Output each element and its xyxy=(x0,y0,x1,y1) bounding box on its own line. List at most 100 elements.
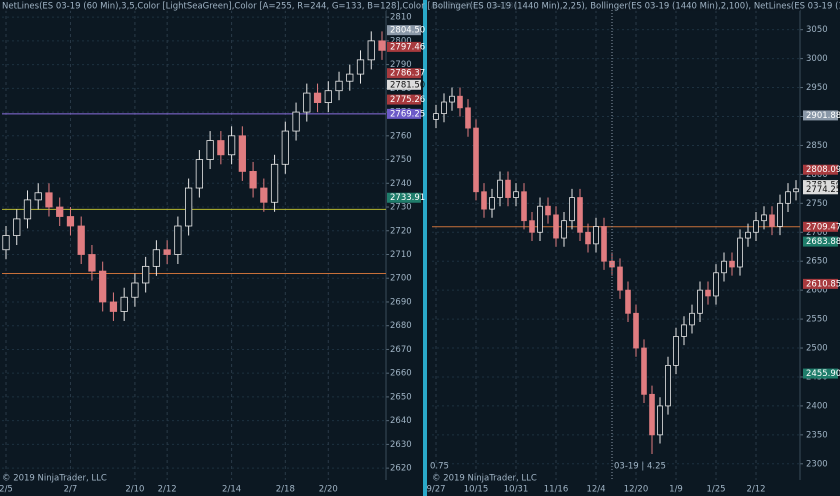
candle-body xyxy=(356,59,365,75)
candle-body xyxy=(689,312,695,326)
candle-body xyxy=(13,218,21,236)
chart-title: NetLines(ES 03-19 (60 Min),3,5,Color [Li… xyxy=(2,2,522,12)
price-marker-label: 2455.90 xyxy=(806,369,840,379)
y-tick-label: 2750 xyxy=(390,155,412,165)
y-tick-label: 2810 xyxy=(390,13,412,23)
candle-body xyxy=(609,260,615,268)
x-tick-label: 2/12 xyxy=(746,485,765,495)
candle-body xyxy=(109,301,118,312)
candle-body xyxy=(163,249,171,255)
x-tick-label: 10/15 xyxy=(464,485,489,495)
candle-body xyxy=(545,205,551,216)
y-tick-label: 2600 xyxy=(806,286,828,296)
y-tick-label: 2650 xyxy=(390,392,412,402)
price-marker xyxy=(803,236,838,247)
price-marker-label: 2769.25 xyxy=(390,109,425,119)
price-marker-label: 2683.88 xyxy=(806,237,840,247)
candle-body xyxy=(705,289,711,297)
title-bg xyxy=(0,0,386,11)
x-tick-label: 1/25 xyxy=(706,485,725,495)
candle-body xyxy=(185,187,193,227)
price-marker-label: 2804.50 xyxy=(390,26,425,36)
candle-body xyxy=(292,111,300,132)
price-marker-label: 2901.88 xyxy=(806,111,840,121)
y-tick-label: 3000 xyxy=(806,54,828,64)
candle-body xyxy=(303,92,311,113)
divider xyxy=(423,0,427,496)
price-marker-label: 2786.37 xyxy=(390,69,425,79)
y-tick-label: 2300 xyxy=(806,459,828,469)
candle-body xyxy=(66,216,75,227)
candle-body xyxy=(697,289,703,314)
candle-body xyxy=(625,289,631,314)
price-marker xyxy=(803,184,838,195)
y-tick-label: 2690 xyxy=(390,297,412,307)
price-marker xyxy=(803,221,838,232)
price-marker xyxy=(803,278,838,289)
candle-body xyxy=(521,191,527,222)
y-tick-label: 2640 xyxy=(390,416,412,426)
price-marker xyxy=(387,108,421,119)
footer: © 2019 NinjaTrader, LLC xyxy=(2,474,107,484)
candle-body xyxy=(681,324,687,337)
candle-body xyxy=(753,220,759,233)
candle-body xyxy=(529,220,535,233)
candle-body xyxy=(785,191,791,204)
candle-body xyxy=(497,179,503,198)
title-bg xyxy=(430,0,800,11)
x-tick-label: 2/12 xyxy=(158,485,177,495)
candle-body xyxy=(641,347,647,395)
candle-body xyxy=(152,249,161,267)
y-tick-label: 2710 xyxy=(390,250,412,260)
chart-title: Bollinger(ES 03-19 (1440 Min),2,25), Bol… xyxy=(432,2,840,12)
x-tick-label: 9/27 xyxy=(426,485,445,495)
candle-body xyxy=(281,130,289,165)
candle-body xyxy=(505,179,511,198)
y-tick-label: 2720 xyxy=(390,226,412,236)
x-tick-label: 2/7 xyxy=(64,485,78,495)
y-tick-label: 2680 xyxy=(390,321,412,331)
candle-body xyxy=(457,95,463,109)
candle-body xyxy=(249,171,257,189)
y-tick-label: 3050 xyxy=(806,25,828,35)
y-tick-label: 2790 xyxy=(390,60,412,70)
y-tick-label: 2660 xyxy=(390,369,412,379)
price-marker-label: 2774.25 xyxy=(806,185,840,195)
candle-body xyxy=(481,191,487,210)
candle-body xyxy=(537,205,543,233)
x-tick-label: 2/20 xyxy=(319,485,338,495)
candle-body xyxy=(23,199,32,220)
candle-body xyxy=(633,312,639,349)
y-tick-label: 2670 xyxy=(390,345,412,355)
candle-body xyxy=(378,40,386,51)
candle-body xyxy=(657,405,663,436)
candle-body xyxy=(745,231,751,239)
y-tick-label: 2650 xyxy=(806,257,828,267)
crosshair-label: 03-19 | 4.25 xyxy=(614,462,666,472)
y-tick-label: 2950 xyxy=(806,83,828,93)
candle-body xyxy=(793,188,799,193)
candle-body xyxy=(601,226,607,262)
candle-body xyxy=(729,260,735,268)
price-marker xyxy=(387,94,421,105)
candle-body xyxy=(131,282,139,298)
candle-body xyxy=(206,140,214,160)
candle-body xyxy=(617,266,623,291)
candle-body xyxy=(449,95,455,103)
x-tick-label: 2/14 xyxy=(222,485,241,495)
y-tick-label: 2750 xyxy=(806,199,828,209)
candle-body xyxy=(777,202,783,227)
price-marker-label: 2808.09 xyxy=(806,165,840,175)
candle-body xyxy=(465,107,471,129)
right-panel xyxy=(427,0,840,496)
y-tick-label: 2740 xyxy=(390,179,412,189)
price-marker xyxy=(803,368,838,379)
candle-body xyxy=(713,272,719,297)
x-tick-label: 2/18 xyxy=(276,485,295,495)
candle-body xyxy=(324,90,332,103)
corner-label: 0.75 xyxy=(430,462,449,472)
footer: © 2019 NinjaTrader, LLC xyxy=(432,474,537,484)
candle-body xyxy=(761,214,767,222)
price-marker-label: 2775.26 xyxy=(390,95,425,105)
